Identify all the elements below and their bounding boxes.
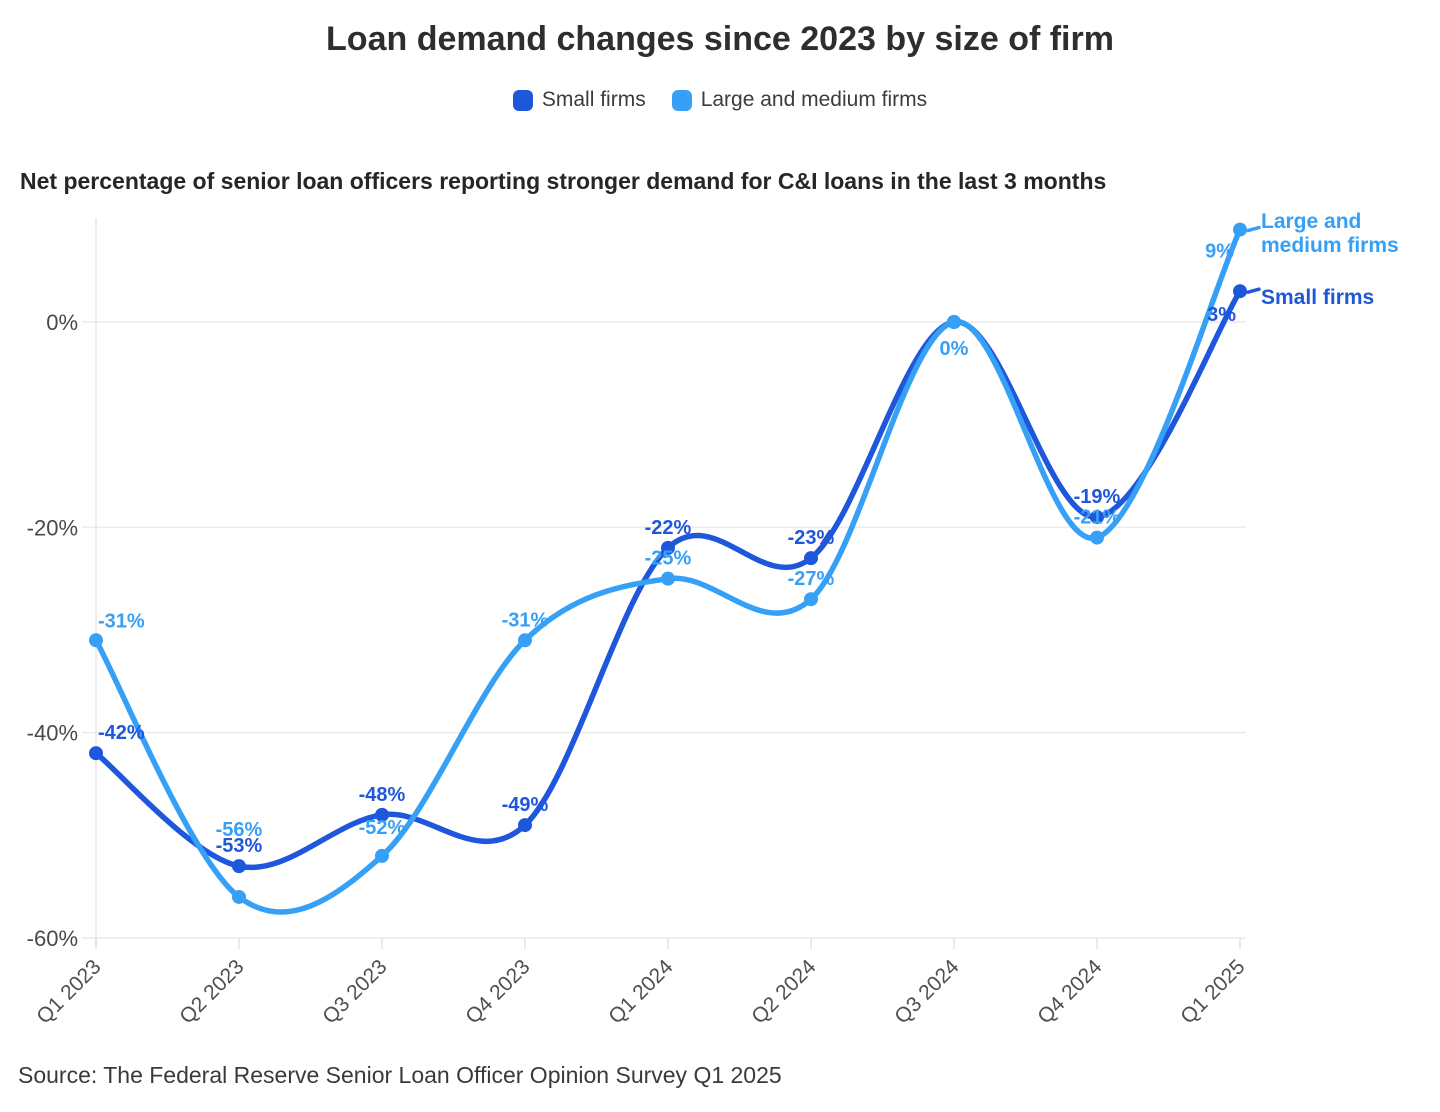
data-point — [89, 633, 103, 648]
data-point-label: -19% — [1074, 486, 1121, 508]
chart-subtitle: Net percentage of senior loan officers r… — [20, 168, 1107, 194]
x-axis-tick-label: Q2 2024 — [747, 955, 820, 1028]
data-point-label: 9% — [1205, 241, 1234, 263]
data-point-label: -31% — [98, 610, 145, 632]
data-point — [661, 571, 675, 586]
legend-swatch-icon — [512, 89, 533, 111]
end-label-connector — [1246, 225, 1261, 233]
series-line-small-firms — [93, 288, 1243, 871]
legend: Small firms Large and medium firms — [0, 88, 1440, 112]
y-axis-tick-label: -20% — [27, 515, 78, 540]
legend-label: Small firms — [541, 88, 646, 111]
data-point — [1233, 284, 1247, 299]
data-point-label: -27% — [788, 568, 835, 590]
x-axis-tick-label: Q4 2023 — [461, 955, 534, 1028]
data-point — [804, 551, 818, 566]
data-point-label: -52% — [359, 817, 406, 839]
source-attribution: Source: The Federal Reserve Senior Loan … — [18, 1062, 782, 1088]
x-axis-tick-label: Q1 2023 — [32, 955, 105, 1028]
data-point — [89, 746, 103, 761]
legend-item-large-and-medium-firms: Large and medium firms — [671, 88, 928, 112]
data-point — [232, 859, 246, 874]
data-point-label: -42% — [98, 722, 145, 744]
data-point-label: -53% — [216, 835, 263, 857]
series-line-large-medium-firms — [93, 226, 1243, 915]
data-point-label: -23% — [788, 527, 835, 549]
data-point-label: 0% — [940, 338, 969, 360]
x-axis-tick-label: Q4 2024 — [1033, 955, 1106, 1028]
data-point — [518, 818, 532, 833]
end-label-connector — [1246, 287, 1261, 294]
data-point — [1090, 530, 1104, 545]
series-end-label-large-medium-firms: Large and medium firms — [1261, 210, 1399, 257]
x-axis-tick-label: Q2 2023 — [175, 955, 248, 1028]
data-point-label: -56% — [216, 819, 263, 841]
data-point — [375, 807, 389, 822]
data-point-label: 3% — [1207, 304, 1236, 326]
data-point — [947, 315, 961, 329]
data-point — [1233, 222, 1247, 237]
data-point — [804, 592, 818, 607]
chart-title: Loan demand changes since 2023 by size o… — [326, 20, 1114, 58]
x-axis-tick-label: Q1 2024 — [604, 955, 677, 1028]
y-axis-tick-label: -60% — [27, 926, 78, 951]
data-point-label: -31% — [502, 609, 549, 631]
legend-label: Large and medium firms — [700, 88, 928, 111]
legend-item-small-firms: Small firms — [512, 88, 646, 112]
data-point-label: -48% — [359, 784, 406, 806]
y-axis-tick-label: 0% — [46, 310, 78, 335]
data-point — [1090, 510, 1104, 525]
x-axis-tick-label: Q3 2024 — [890, 955, 963, 1028]
y-axis-tick-label: -40% — [27, 721, 78, 746]
data-point-label: -49% — [502, 794, 549, 816]
x-axis-tick-label: Q1 2025 — [1176, 955, 1249, 1028]
data-point-label: -25% — [645, 548, 692, 570]
series-end-label-small-firms: Small firms — [1261, 286, 1375, 309]
data-point — [518, 633, 532, 648]
data-point-label: -21% — [1074, 507, 1121, 529]
data-point — [661, 540, 675, 555]
data-point — [375, 848, 389, 863]
legend-swatch-icon — [671, 89, 692, 111]
x-axis-tick-label: Q3 2023 — [318, 955, 391, 1028]
data-point-label: -22% — [645, 517, 692, 539]
data-point — [232, 889, 246, 904]
